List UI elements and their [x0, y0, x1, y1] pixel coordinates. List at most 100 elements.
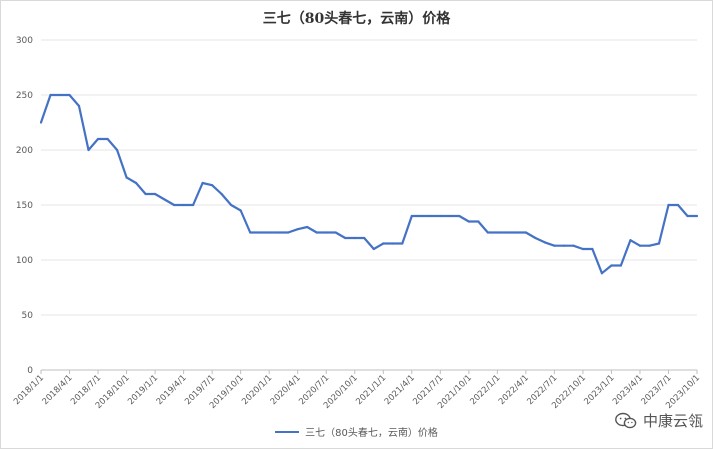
data-point — [344, 236, 347, 240]
data-point — [134, 181, 138, 185]
data-point — [372, 247, 375, 251]
x-tick-label: 2023/4/1 — [611, 373, 645, 407]
data-point — [68, 93, 71, 97]
data-point — [410, 214, 413, 218]
data-point — [296, 228, 299, 231]
data-point — [249, 231, 252, 234]
legend-label: 三七（80头春七，云南）价格 — [305, 428, 438, 439]
data-point — [429, 214, 432, 218]
gridlines — [41, 39, 697, 316]
data-point — [363, 236, 366, 240]
x-tick-label: 2018/1/1 — [12, 373, 46, 407]
data-point — [144, 192, 147, 196]
data-point — [496, 231, 499, 234]
x-tick-label: 2023/1/1 — [582, 373, 616, 407]
data-point — [96, 137, 100, 141]
data-point — [192, 203, 195, 207]
data-point — [439, 214, 442, 218]
data-point — [49, 93, 52, 97]
data-point — [524, 231, 527, 234]
data-point — [287, 231, 290, 234]
data-point — [477, 220, 480, 223]
data-point — [353, 236, 356, 240]
data-point — [77, 104, 81, 108]
data-point — [58, 93, 62, 97]
data-point — [106, 137, 109, 141]
x-tick-label: 2019/4/1 — [155, 373, 189, 407]
data-point — [115, 148, 119, 152]
y-tick-label: 200 — [16, 146, 33, 156]
data-point — [163, 198, 166, 201]
data-point — [306, 225, 309, 229]
y-tick-label: 100 — [16, 256, 33, 266]
data-point — [638, 244, 642, 247]
data-point — [268, 231, 271, 234]
y-tick-label: 50 — [22, 311, 34, 321]
data-point — [258, 231, 261, 234]
data-point — [562, 244, 565, 247]
data-point — [420, 214, 423, 218]
x-tick-label: 2019/1/1 — [126, 373, 160, 407]
y-axis-ticks: 0 50 100 150 200 250 300 — [16, 36, 33, 376]
x-tick-label: 2018/4/1 — [41, 373, 75, 407]
wechat-icon — [615, 412, 637, 428]
data-point — [382, 242, 385, 245]
series-layer — [39, 93, 699, 275]
data-point — [315, 231, 318, 234]
x-tick-label: 2020/4/1 — [269, 373, 303, 407]
y-tick-label: 0 — [27, 366, 33, 376]
data-point — [201, 181, 204, 185]
x-tick-label: 2021/1/1 — [354, 373, 388, 407]
data-point — [391, 242, 394, 245]
data-point — [657, 242, 661, 245]
data-point — [515, 231, 518, 234]
data-point — [591, 247, 594, 251]
x-tick-label: 2022/4/1 — [497, 373, 531, 407]
data-point — [486, 231, 489, 234]
data-point — [600, 272, 604, 275]
legend: 三七（80头春七，云南）价格 — [0, 424, 713, 439]
x-axis-ticks: 2018/1/12018/4/12018/7/12018/10/12019/1/… — [12, 370, 702, 411]
data-point — [239, 209, 242, 212]
data-point — [220, 192, 223, 196]
data-point — [467, 220, 470, 223]
data-point — [505, 231, 508, 234]
data-point — [39, 121, 43, 124]
data-point — [534, 236, 537, 240]
watermark: 中康云瓴 — [615, 410, 703, 431]
data-point — [572, 244, 575, 247]
data-point — [676, 203, 680, 207]
data-point — [543, 241, 546, 244]
y-tick-label: 150 — [16, 201, 33, 211]
x-tick-label: 2022/1/1 — [468, 373, 502, 407]
data-point — [610, 264, 613, 267]
data-point — [325, 231, 328, 234]
data-point — [581, 247, 585, 251]
series-line — [39, 93, 697, 275]
data-point — [648, 244, 651, 247]
data-point — [695, 214, 699, 218]
x-tick-label: 2021/4/1 — [383, 373, 417, 407]
data-point — [277, 231, 280, 234]
data-point — [87, 148, 90, 152]
data-point — [629, 239, 632, 242]
data-point — [230, 203, 233, 207]
watermark-text: 中康云瓴 — [642, 412, 703, 430]
data-point — [125, 176, 128, 179]
data-point — [448, 214, 451, 218]
data-point — [182, 203, 185, 207]
data-point — [153, 192, 157, 196]
data-point — [553, 244, 556, 247]
data-point — [667, 203, 670, 207]
y-tick-label: 250 — [16, 91, 33, 101]
data-point — [334, 231, 337, 234]
y-tick-label: 300 — [16, 36, 33, 46]
legend-swatch — [275, 430, 300, 433]
data-point — [173, 203, 176, 207]
data-point — [211, 184, 214, 187]
data-point — [458, 214, 461, 218]
chart-title: 三七（80头春七，云南）价格 — [262, 11, 451, 27]
data-point — [619, 264, 623, 267]
